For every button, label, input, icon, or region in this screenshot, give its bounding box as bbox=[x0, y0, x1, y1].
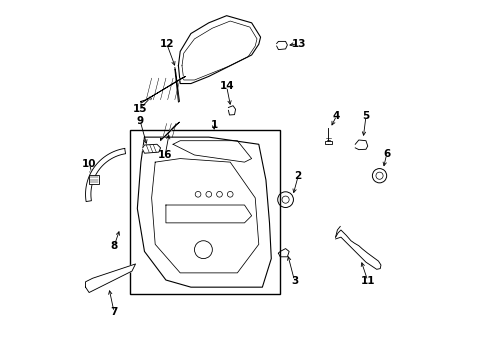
Text: 15: 15 bbox=[133, 104, 147, 113]
Text: 1: 1 bbox=[210, 120, 217, 130]
Text: 12: 12 bbox=[159, 39, 174, 49]
Polygon shape bbox=[141, 76, 185, 103]
Text: 13: 13 bbox=[291, 39, 305, 49]
Text: 10: 10 bbox=[82, 159, 97, 169]
Bar bbox=[130, 130, 280, 294]
Text: 11: 11 bbox=[360, 276, 374, 286]
Text: 4: 4 bbox=[332, 111, 340, 121]
Polygon shape bbox=[85, 264, 135, 293]
Text: 9: 9 bbox=[136, 116, 143, 126]
Text: 14: 14 bbox=[219, 81, 233, 91]
Polygon shape bbox=[160, 122, 179, 141]
Text: 5: 5 bbox=[362, 111, 369, 121]
Polygon shape bbox=[276, 41, 287, 50]
Text: 7: 7 bbox=[110, 307, 118, 317]
Bar bbox=[89, 175, 99, 184]
Text: 2: 2 bbox=[294, 171, 301, 181]
Text: 8: 8 bbox=[110, 241, 118, 251]
Text: 16: 16 bbox=[158, 150, 172, 160]
Polygon shape bbox=[228, 106, 235, 115]
Polygon shape bbox=[175, 67, 179, 102]
Bar bbox=[325, 141, 331, 144]
Text: 3: 3 bbox=[290, 276, 298, 286]
Polygon shape bbox=[85, 148, 125, 202]
Text: 6: 6 bbox=[382, 149, 389, 159]
Polygon shape bbox=[142, 144, 160, 153]
